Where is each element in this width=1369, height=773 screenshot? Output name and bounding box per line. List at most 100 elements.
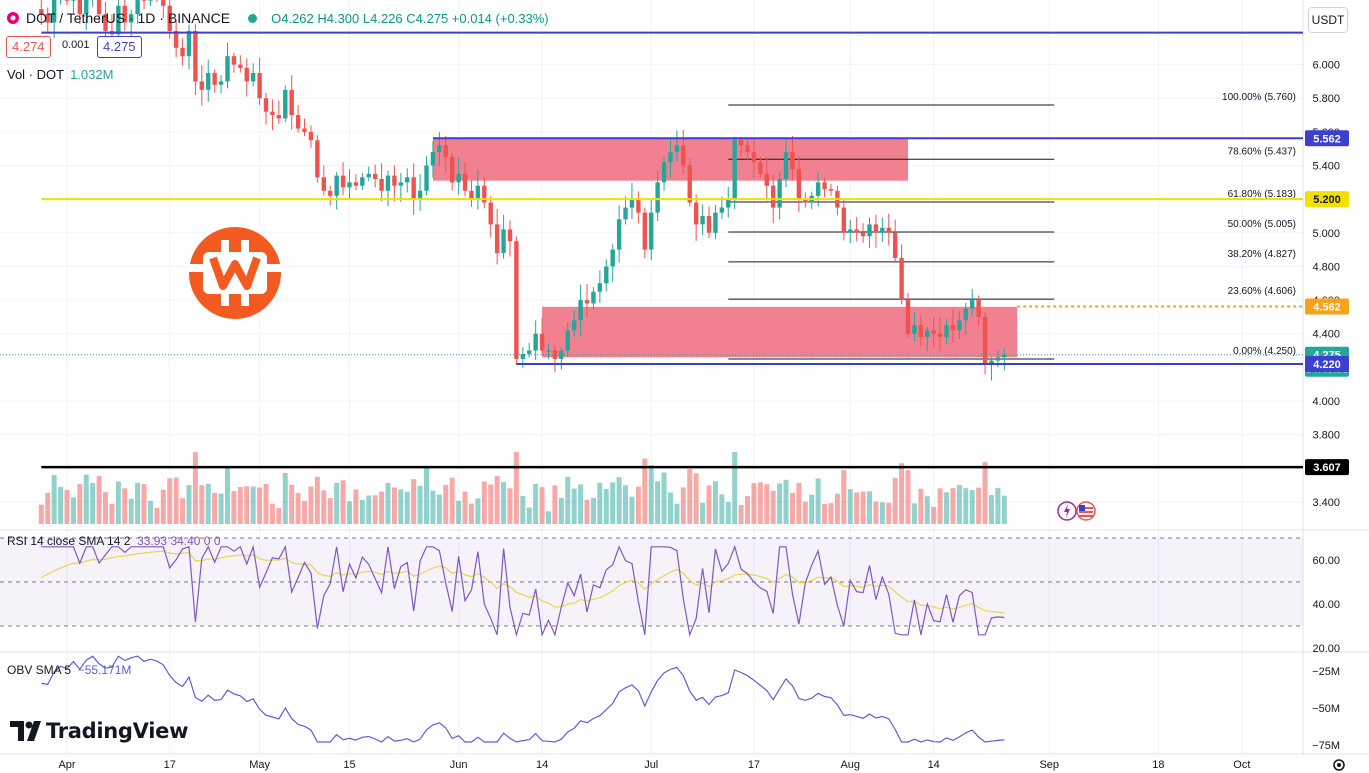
candle-body: [912, 325, 917, 334]
candle: [263, 92, 269, 125]
volume-bar: [417, 485, 423, 524]
candle: [796, 156, 802, 213]
candle: [963, 302, 968, 335]
candle: [693, 194, 699, 241]
time-tick: Apr: [58, 759, 75, 771]
candle-body: [1002, 354, 1007, 358]
candle: [60, 0, 62, 5]
candle-body: [668, 152, 673, 163]
candle-body: [475, 185, 481, 200]
volume-bar: [667, 492, 673, 524]
price-tick: 4.400: [1312, 329, 1340, 341]
candle: [616, 205, 622, 263]
rsi-tick: 40.00: [1312, 599, 1340, 611]
volume-bar: [231, 491, 237, 524]
candle: [828, 183, 834, 197]
candle-body: [571, 320, 577, 331]
candle-body: [828, 189, 834, 191]
volume-bar: [314, 476, 320, 524]
volume-bar: [282, 472, 288, 524]
symbol-title[interactable]: DOT / TetherUS · 1D · BINANCE: [26, 10, 231, 26]
volume-bar: [590, 497, 596, 524]
candle-body: [122, 5, 127, 23]
volume-bar: [58, 486, 64, 524]
candle: [135, 0, 140, 24]
candle-body: [963, 308, 968, 321]
candle-body: [520, 353, 526, 359]
volume-bar: [924, 496, 930, 524]
volume-bar: [302, 500, 308, 524]
volume-bar: [436, 494, 442, 524]
fib-label: 23.60% (4.606): [1228, 286, 1296, 297]
candle: [353, 174, 359, 191]
volume-bar: [918, 488, 924, 524]
volume-bar: [796, 482, 802, 524]
obv-legend[interactable]: OBV SMA 5 −55.171M: [7, 663, 131, 677]
currency-button[interactable]: USDT: [1308, 7, 1348, 33]
price-tick: 4.000: [1312, 396, 1340, 408]
volume-bar: [173, 477, 179, 524]
candle: [873, 214, 879, 248]
price-tick: 6.000: [1312, 60, 1340, 72]
candle-body: [193, 30, 198, 82]
volume-bar: [802, 501, 808, 524]
price-label: 5.200: [1313, 194, 1341, 206]
candle: [315, 135, 320, 183]
volume-bar: [828, 503, 834, 524]
candle: [668, 138, 673, 178]
time-tick: Oct: [1233, 759, 1250, 771]
volume-bar: [199, 485, 205, 524]
candle: [334, 172, 339, 210]
event-icons[interactable]: [1056, 500, 1100, 522]
candle: [565, 322, 570, 358]
symbol-icon[interactable]: [6, 11, 20, 25]
candle-body: [649, 212, 654, 250]
volume-bar: [237, 487, 243, 524]
volume-bar: [571, 488, 577, 524]
volume-bar: [687, 469, 693, 524]
rsi-legend[interactable]: RSI 14 close SMA 14 2 33.93 34.40 0 0: [7, 534, 221, 548]
candle-body: [610, 249, 615, 267]
fib-label: 100.00% (5.760): [1222, 92, 1296, 103]
candle: [970, 288, 975, 317]
buy-price-box[interactable]: 4.275: [97, 36, 142, 58]
candle: [835, 185, 840, 216]
price-label-badge: [1305, 298, 1349, 315]
candle: [366, 166, 371, 182]
candle-body: [732, 140, 737, 200]
volume-bar: [424, 466, 430, 524]
candle-body: [507, 229, 513, 242]
candle: [905, 292, 911, 338]
candle: [642, 207, 647, 259]
candle-body: [64, 0, 70, 1]
sell-price-box[interactable]: 4.274: [6, 36, 51, 58]
volume-bar: [956, 485, 962, 524]
volume-bar: [391, 487, 397, 524]
price-label-badge: [1305, 459, 1349, 476]
tradingview-text: TradingView: [46, 719, 189, 743]
candle: [199, 65, 205, 106]
volume-bar: [834, 493, 840, 524]
candle-body: [360, 177, 365, 186]
volume-bar: [430, 490, 436, 524]
volume-bar: [905, 470, 911, 524]
candle: [494, 208, 500, 265]
candle: [501, 214, 506, 259]
candle-body: [494, 224, 500, 253]
candle: [270, 99, 275, 131]
volume-bar: [501, 482, 507, 524]
volume-bar: [873, 501, 879, 524]
volume-bar: [398, 489, 404, 524]
candle: [475, 169, 481, 210]
candle-body: [764, 173, 769, 186]
fib-label: 50.00% (5.005): [1228, 219, 1296, 230]
candle-body: [989, 360, 994, 364]
candle-body: [238, 64, 243, 68]
settings-gear-icon[interactable]: [1331, 757, 1347, 773]
candle-body: [270, 111, 275, 116]
candle-body: [443, 145, 448, 158]
volume-bar: [218, 493, 224, 524]
volume-bar: [719, 494, 725, 524]
candle: [424, 156, 429, 196]
